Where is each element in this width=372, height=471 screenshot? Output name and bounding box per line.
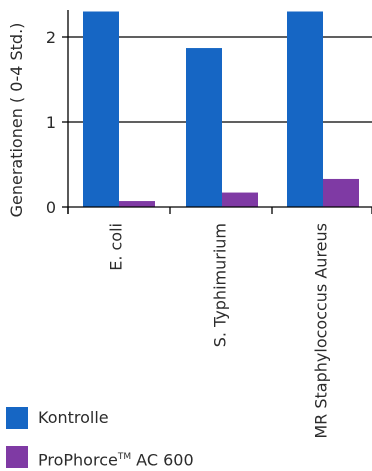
x-category-label: E. coli — [107, 223, 126, 271]
bar-kontrolle-3 — [287, 11, 323, 207]
bar-kontrolle-1 — [83, 11, 119, 207]
y-axis-label: Generationen ( 0-4 Std.) — [7, 23, 26, 218]
trademark-superscript: TM — [117, 452, 132, 462]
legend-swatch-prophorce — [6, 446, 28, 468]
legend-label-prophorce: ProPhorceTM AC 600 — [38, 450, 194, 470]
y-tick-label: 1 — [46, 113, 56, 132]
legend-label-kontrolle: Kontrolle — [38, 408, 109, 427]
bar-prophorce-2 — [222, 192, 258, 207]
x-category-label: MR Staphylococcus Aureus — [312, 223, 331, 439]
bar-kontrolle-2 — [186, 48, 222, 207]
bar-prophorce-3 — [323, 178, 359, 207]
legend-swatch-kontrolle — [6, 407, 28, 429]
y-tick-label: 0 — [46, 198, 56, 217]
bar-prophorce-1 — [119, 201, 155, 207]
y-tick-label: 2 — [46, 28, 56, 47]
x-category-label: S. Typhimurium — [211, 223, 230, 347]
axes: 0 1 2 E. coli S. Typhimurium MR Staphylococcu… — [46, 10, 372, 439]
bars — [83, 11, 359, 207]
